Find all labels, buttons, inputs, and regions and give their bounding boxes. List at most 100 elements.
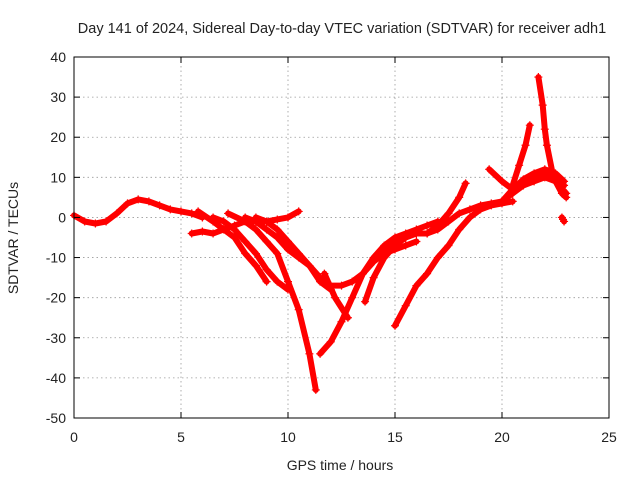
data-point-marker [557, 213, 566, 222]
data-point-marker [348, 277, 357, 286]
data-point-marker [487, 201, 496, 210]
data-point-marker [423, 229, 432, 238]
data-point-marker [134, 195, 143, 204]
data-point-marker [534, 73, 543, 82]
y-tick-label: 0 [58, 209, 66, 225]
data-point-marker [144, 197, 153, 206]
data-point-marker [391, 321, 399, 330]
data-point-marker [498, 197, 506, 206]
data-point-marker [348, 293, 357, 302]
data-point-marker [311, 385, 320, 394]
data-point-marker [361, 297, 370, 306]
data-point-marker [209, 229, 218, 238]
data-point-marker [294, 249, 303, 258]
data-point-marker [273, 225, 282, 234]
data-point-marker [251, 225, 260, 234]
data-point-marker [444, 209, 453, 218]
data-point-marker [476, 205, 485, 214]
data-point-marker [219, 217, 228, 226]
series-arc-9 [320, 269, 352, 322]
series-arc-4 [209, 213, 292, 294]
y-tick-label: -20 [46, 290, 66, 306]
data-point-marker [538, 101, 547, 110]
data-point-marker [273, 249, 282, 258]
data-point-marker [224, 209, 233, 218]
data-point-marker [241, 249, 250, 258]
data-point-marker [262, 237, 271, 246]
data-point-marker [380, 245, 389, 254]
data-point-marker [461, 179, 470, 188]
data-point-marker [401, 241, 410, 250]
data-point-marker [508, 197, 517, 206]
data-point-marker [198, 227, 207, 236]
data-point-marker [187, 229, 196, 238]
x-tick-label: 20 [494, 429, 510, 445]
x-tick-label: 0 [70, 429, 78, 445]
data-point-marker [465, 205, 474, 214]
data-point-marker [540, 165, 549, 174]
data-point-marker [331, 293, 340, 302]
axis-ticks: 0 5 10 15 20 25 -50 -40 -30 -20 -10 0 10 20 30 40 [46, 49, 617, 445]
data-point-marker [455, 193, 464, 202]
data-point-marker [530, 177, 539, 186]
data-point-marker [558, 215, 567, 224]
y-tick-label: -40 [46, 370, 66, 386]
y-tick-label: 40 [50, 49, 66, 65]
data-point-marker [557, 189, 566, 198]
data-point-marker [401, 233, 410, 242]
series-trace [381, 170, 568, 253]
data-point-marker [194, 207, 203, 216]
data-point-marker [433, 253, 442, 262]
data-point-marker [155, 201, 164, 210]
data-point-marker [540, 125, 549, 134]
plot-frame [73, 56, 610, 419]
series-trace [317, 218, 441, 357]
x-tick-label: 5 [177, 429, 185, 445]
data-point-marker [187, 209, 196, 218]
data-point-marker [549, 173, 558, 182]
data-point-marker [166, 205, 175, 214]
series-trace [321, 270, 351, 321]
data-point-marker [262, 277, 271, 286]
data-point-marker [209, 213, 218, 222]
x-tick-label: 15 [387, 429, 403, 445]
data-point-marker [284, 277, 292, 286]
series-arc-3 [194, 207, 271, 286]
data-point-marker [508, 181, 517, 190]
data-point-marker [521, 141, 530, 150]
data-point-marker [262, 217, 271, 226]
data-point-marker [485, 165, 494, 174]
y-tick-label: -30 [46, 330, 66, 346]
data-point-marker [423, 221, 432, 230]
data-point-marker [177, 207, 185, 216]
data-point-marker [284, 213, 292, 222]
data-point-marker [525, 121, 534, 130]
data-point-marker [123, 199, 132, 208]
data-point-marker [112, 209, 121, 218]
data-point-marker [498, 177, 506, 186]
data-point-marker [380, 253, 389, 262]
data-point-marker [326, 337, 335, 346]
chart-title: Day 141 of 2024, Sidereal Day-to-day VTE… [78, 21, 606, 37]
x-tick-label: 10 [280, 429, 296, 445]
x-axis-label: GPS time / hours [287, 457, 394, 473]
data-point-marker [337, 281, 346, 290]
data-point-marker [262, 265, 271, 274]
series-trace [509, 122, 533, 189]
data-point-marker [337, 317, 346, 326]
data-point-marker [316, 273, 325, 282]
data-point-marker [284, 245, 292, 254]
data-point-marker [391, 237, 399, 246]
data-point-marker [455, 225, 464, 234]
series-arc-1 [70, 195, 207, 228]
data-point-marker [455, 209, 464, 218]
data-point-marker [343, 313, 352, 322]
data-point-marker [230, 225, 239, 234]
data-point-marker [423, 269, 432, 278]
data-point-marker [530, 169, 539, 178]
data-point-marker [251, 261, 260, 270]
data-point-marker [305, 261, 314, 270]
data-point-marker [320, 269, 329, 278]
data-point-marker [542, 141, 551, 150]
